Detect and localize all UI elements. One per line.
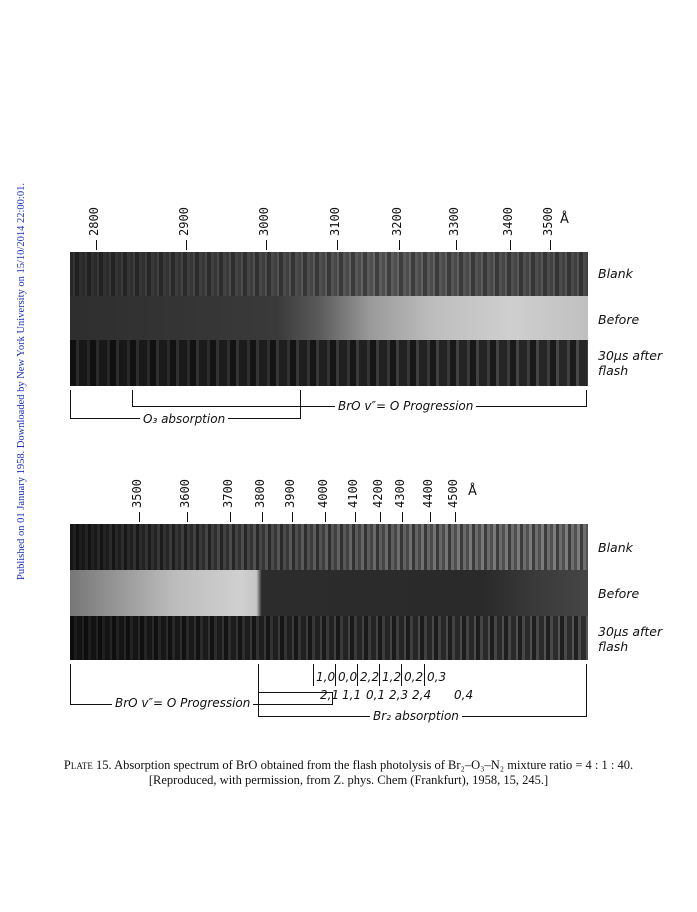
top-scale-tick-label-3100: 3100 <box>328 207 342 236</box>
bottom-br2-absorption-label: Br₂ absorption <box>370 709 462 723</box>
band-marker-line-5 <box>424 664 425 686</box>
band-lower-0: 2,1 <box>320 688 340 702</box>
top-spectrum-panel: Å 2800 2900 3000 3100 3200 3300 3400 3500 Blank… <box>70 200 690 430</box>
bottom-scale-tick-4300 <box>402 512 403 522</box>
bottom-wavelength-scale: Å 3500 3600 3700 3800 3900 4000 4100 4200 4300 44… <box>70 470 590 522</box>
band-lower-4: 2,4 <box>412 688 432 702</box>
bottom-scale-tick-label-3600: 3600 <box>178 479 192 508</box>
band-lower-1: 1,1 <box>342 688 362 702</box>
bottom-spectrum-panel: Å 3500 3600 3700 3800 3900 4000 4100 4200 4300 44… <box>70 470 690 730</box>
caption-line-1: Plate 15. Absorption spectrum of BrO obt… <box>0 758 697 773</box>
bottom-br2-brace-right <box>586 664 587 717</box>
bottom-scale-unit: Å <box>468 484 477 499</box>
top-strip-after-flash <box>70 340 588 386</box>
top-scale-tick-label-2800: 2800 <box>87 207 101 236</box>
top-scale-tick-3300 <box>456 240 457 250</box>
caption-text: Absorption spectrum of BrO obtained from… <box>114 758 634 772</box>
download-notice: Published on 01 January 1958. Downloaded… <box>2 140 27 600</box>
bottom-scale-tick-label-4000: 4000 <box>316 479 330 508</box>
bottom-bro-brace-right <box>332 692 333 705</box>
bottom-scale-tick-label-3500: 3500 <box>130 479 144 508</box>
bottom-scale-tick-4100 <box>355 512 356 522</box>
bottom-scale-tick-label-4300: 4300 <box>393 479 407 508</box>
top-scale-tick-3500 <box>550 240 551 250</box>
top-wavelength-scale: Å 2800 2900 3000 3100 3200 3300 3400 3500 <box>70 200 590 250</box>
bottom-scale-tick-3900 <box>292 512 293 522</box>
bottom-scale-tick-label-4100: 4100 <box>346 479 360 508</box>
bottom-br2-brace-left <box>258 664 259 716</box>
bottom-scale-tick-4000 <box>325 512 326 522</box>
bottom-label-blank: Blank <box>598 540 633 555</box>
bottom-scale-tick-label-4400: 4400 <box>421 479 435 508</box>
bottom-scale-tick-label-4200: 4200 <box>371 479 385 508</box>
band-lower-5: 0,4 <box>454 688 474 702</box>
top-scale-tick-label-3500: 3500 <box>541 207 555 236</box>
top-scale-tick-2800 <box>96 240 97 250</box>
top-label-before: Before <box>598 312 640 327</box>
bottom-scale-tick-4200 <box>380 512 381 522</box>
band-marker-line-2 <box>357 664 358 686</box>
bottom-scale-tick-4400 <box>430 512 431 522</box>
band-marker-line-1 <box>335 664 336 686</box>
band-upper-3: 1,2 <box>382 670 402 684</box>
top-scale-tick-label-3200: 3200 <box>390 207 404 236</box>
top-scale-tick-label-2900: 2900 <box>177 207 191 236</box>
top-scale-tick-label-3300: 3300 <box>447 207 461 236</box>
top-scale-tick-3000 <box>266 240 267 250</box>
band-upper-1: 0,0 <box>338 670 358 684</box>
top-label-after-flash: 30μs after flash <box>598 348 663 378</box>
band-upper-5: 0,3 <box>427 670 447 684</box>
band-upper-4: 0,2 <box>404 670 424 684</box>
bottom-strip-blank <box>70 524 588 570</box>
bottom-bro-progression-label: BrO v″= O Progression <box>112 696 254 710</box>
band-lower-2: 0,1 <box>366 688 386 702</box>
top-scale-tick-label-3400: 3400 <box>501 207 515 236</box>
top-strip-blank <box>70 252 588 296</box>
top-scale-tick-3100 <box>337 240 338 250</box>
bottom-scale-tick-3800 <box>262 512 263 522</box>
band-lower-3: 2,3 <box>389 688 409 702</box>
bottom-scale-tick-3500 <box>139 512 140 522</box>
caption-line-2: [Reproduced, with permission, from Z. ph… <box>148 773 549 787</box>
top-scale-tick-label-3000: 3000 <box>257 207 271 236</box>
top-bro-progression-label: BrO v″= O Progression <box>335 399 477 413</box>
top-o3-brace-right <box>300 390 301 419</box>
download-notice-text: Published on 01 January 1958. Downloaded… <box>16 183 27 580</box>
band-marker-line-0 <box>313 664 314 686</box>
bottom-scale-tick-3700 <box>230 512 231 522</box>
bottom-scale-tick-3600 <box>187 512 188 522</box>
band-upper-0: 1,0 <box>316 670 336 684</box>
bottom-strip-before <box>70 570 588 616</box>
top-scale-tick-3400 <box>510 240 511 250</box>
top-scale-tick-3200 <box>399 240 400 250</box>
bottom-strip-after-flash <box>70 616 588 660</box>
top-bro-brace-right <box>586 390 587 407</box>
plate-number: Plate 15. <box>63 758 112 772</box>
band-marker-line-3 <box>379 664 380 686</box>
top-outer-brace-left <box>70 390 71 418</box>
bottom-label-before: Before <box>598 586 640 601</box>
bottom-scale-tick-label-3700: 3700 <box>221 479 235 508</box>
top-o3-brace-left <box>132 390 133 406</box>
top-strip-before <box>70 296 588 340</box>
bottom-outer-brace-left <box>70 664 71 704</box>
bottom-scale-tick-label-4500: 4500 <box>446 479 460 508</box>
bottom-mid-brace-top <box>258 692 333 693</box>
bottom-scale-tick-label-3900: 3900 <box>283 479 297 508</box>
bottom-scale-tick-label-3800: 3800 <box>253 479 267 508</box>
top-o3-absorption-label: O₃ absorption <box>140 412 229 426</box>
top-label-blank: Blank <box>598 266 633 281</box>
band-marker-line-4 <box>401 664 402 686</box>
top-o3-brace-bottom <box>132 406 300 407</box>
band-upper-2: 2,2 <box>360 670 380 684</box>
bottom-label-after-flash: 30μs after flash <box>598 624 663 654</box>
top-scale-unit: Å <box>560 212 569 227</box>
plate-caption: Plate 15. Absorption spectrum of BrO obt… <box>0 758 697 788</box>
top-scale-tick-2900 <box>186 240 187 250</box>
bottom-scale-tick-4500 <box>455 512 456 522</box>
